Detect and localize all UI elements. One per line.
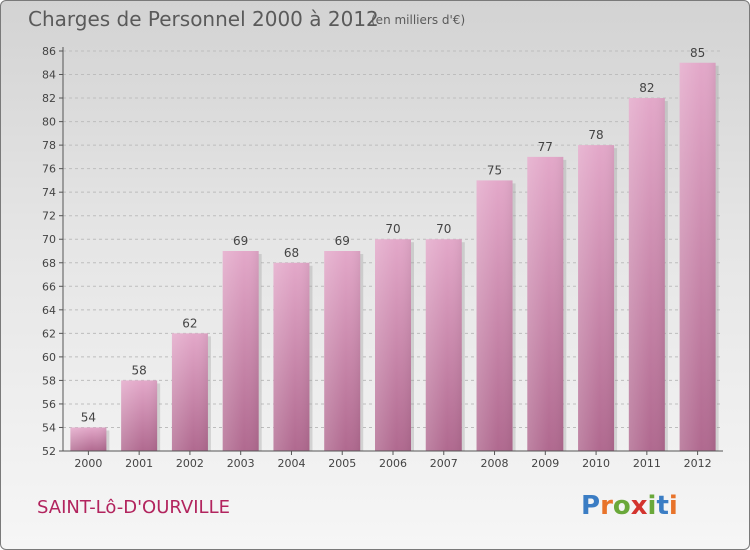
bar-highlight <box>273 262 310 451</box>
x-tick-label: 2002 <box>176 457 204 470</box>
x-tick-label: 2004 <box>277 457 305 470</box>
x-tick-label: 2010 <box>582 457 610 470</box>
bar-value-label: 69 <box>233 234 248 248</box>
bars: 54 58 62 69 68 69 70 70 75 77 78 82 85 <box>70 46 719 452</box>
bar-highlight <box>324 251 361 451</box>
commune-name: SAINT-Lô-D'OURVILLE <box>37 497 230 518</box>
bar-value-label: 77 <box>538 140 553 154</box>
bar-highlight <box>121 380 158 451</box>
y-tick-label: 78 <box>42 139 56 152</box>
bar-value-label: 69 <box>335 234 350 248</box>
logo-letter: i <box>647 491 657 521</box>
x-tick-label: 2008 <box>481 457 509 470</box>
chart-subtitle: (en milliers d'€) <box>371 13 466 27</box>
x-tick-label: 2011 <box>633 457 661 470</box>
proxiti-logo: Proxiti <box>581 491 678 521</box>
bar-value-label: 54 <box>81 410 96 424</box>
x-tick-label: 2005 <box>328 457 356 470</box>
bar-value-label: 68 <box>284 246 299 260</box>
logo-letter: r <box>600 491 613 521</box>
y-tick-label: 58 <box>42 374 56 387</box>
y-tick-label: 72 <box>42 210 56 223</box>
bar-highlight <box>476 180 513 452</box>
y-tick-label: 54 <box>42 421 56 434</box>
bar-value-label: 62 <box>182 316 197 330</box>
bar-value-label: 70 <box>436 222 451 236</box>
x-tick-label: 2009 <box>531 457 559 470</box>
x-tick-label: 2006 <box>379 457 407 470</box>
y-tick-label: 74 <box>42 186 56 199</box>
y-tick-label: 66 <box>42 280 56 293</box>
bar-highlight <box>578 145 615 451</box>
x-tick-label: 2000 <box>74 457 102 470</box>
chart-title: Charges de Personnel 2000 à 2012 <box>28 7 379 31</box>
y-tick-label: 70 <box>42 233 56 246</box>
logo-letter: i <box>668 491 678 521</box>
y-tick-label: 56 <box>42 398 56 411</box>
bar-highlight <box>375 239 411 451</box>
bar-value-label: 75 <box>487 163 502 177</box>
bar-highlight <box>628 98 665 451</box>
bar-value-label: 82 <box>639 81 654 95</box>
logo-letter: x <box>630 491 648 521</box>
bar-highlight <box>527 156 564 451</box>
x-tick-label: 2012 <box>684 457 712 470</box>
y-tick-label: 82 <box>42 92 56 105</box>
y-tick-label: 84 <box>42 69 56 82</box>
bar-highlight <box>171 333 208 451</box>
bar-highlight <box>425 239 462 451</box>
logo-letter: t <box>656 491 669 521</box>
x-tick-label: 2001 <box>125 457 153 470</box>
bar-value-label: 78 <box>588 128 603 142</box>
bar-highlight <box>222 251 259 451</box>
y-tick-label: 68 <box>42 257 56 270</box>
x-tick-label: 2007 <box>430 457 458 470</box>
logo-letter: o <box>612 491 631 521</box>
y-tick-label: 62 <box>42 327 56 340</box>
bar-value-label: 85 <box>690 46 705 60</box>
logo-letter: P <box>581 491 601 521</box>
y-tick-label: 60 <box>42 351 56 364</box>
y-tick-label: 86 <box>42 45 56 58</box>
y-tick-label: 64 <box>42 304 56 317</box>
x-tick-label: 2003 <box>227 457 255 470</box>
bar-highlight <box>70 427 107 451</box>
bar-value-label: 70 <box>385 222 400 236</box>
y-tick-label: 80 <box>42 116 56 129</box>
bar-value-label: 58 <box>132 363 147 377</box>
y-tick-label: 52 <box>42 445 56 458</box>
axes: 52 54 56 58 60 62 64 66 68 70 72 74 76 78 80 82 84 86 2000… <box>42 45 723 470</box>
y-tick-label: 76 <box>42 163 56 176</box>
bar-highlight <box>679 62 716 451</box>
